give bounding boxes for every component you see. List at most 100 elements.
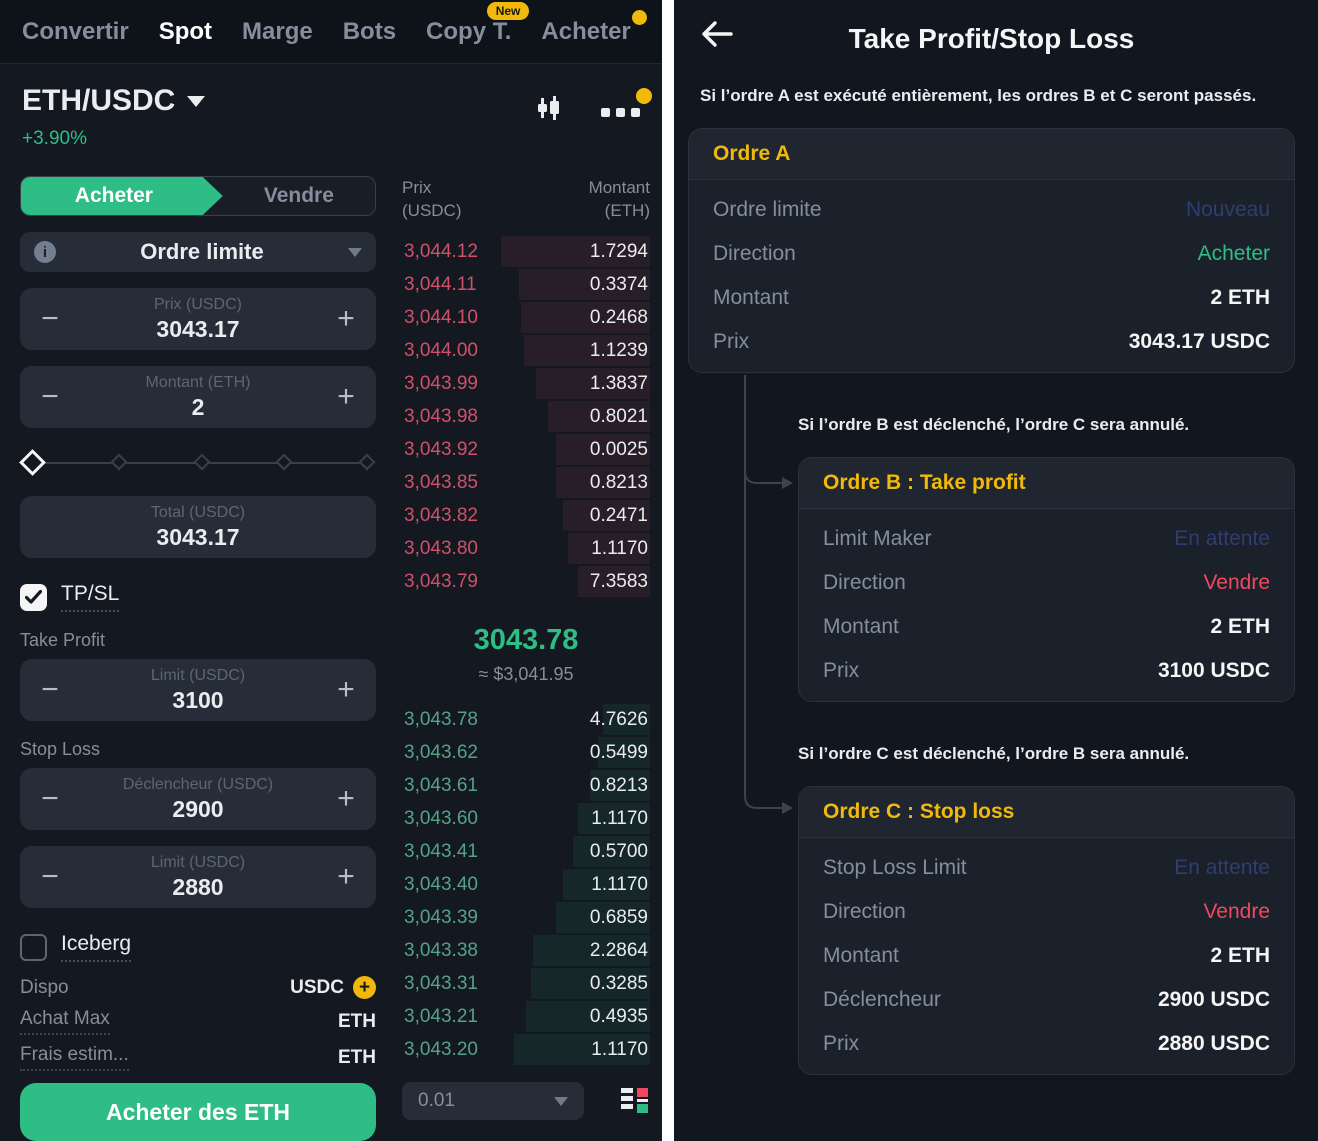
detail-label: Montant <box>823 944 899 967</box>
iceberg-checkbox-row[interactable]: Iceberg <box>20 932 376 962</box>
more-options-icon[interactable] <box>601 88 652 117</box>
orderbook-ask-row[interactable]: 3,043.82 0.2471 <box>402 499 650 532</box>
decrease-tp-limit-button[interactable]: − <box>30 675 70 705</box>
orderbook-ask-row[interactable]: 3,043.80 1.1170 <box>402 532 650 565</box>
max-buy-label[interactable]: Achat Max <box>20 1008 110 1035</box>
nav-item-convertir[interactable]: Convertir <box>22 18 129 46</box>
checkbox-empty-icon[interactable] <box>20 933 47 961</box>
nav-item-marge[interactable]: Marge <box>242 18 313 46</box>
pair-header: ETH/USDC +3.90% <box>0 64 662 150</box>
orderbook-ask-row[interactable]: 3,043.85 0.8213 <box>402 466 650 499</box>
orderbook-ask-row[interactable]: 3,044.12 1.7294 <box>402 235 650 268</box>
nav-item-bots[interactable]: Bots <box>343 18 396 46</box>
oco-note: Si l’ordre C est déclenché, l’ordre B se… <box>798 744 1190 763</box>
slider-tick[interactable] <box>275 453 293 471</box>
order-book-footer: 0.01 <box>402 1082 650 1120</box>
order-price: 3,043.31 <box>404 972 478 994</box>
order-type-select[interactable]: i Ordre limite <box>20 232 376 272</box>
orderbook-bid-row[interactable]: 3,043.38 2.2864 <box>402 934 650 967</box>
increase-price-button[interactable]: + <box>326 304 366 334</box>
depth-bar <box>526 1001 650 1032</box>
take-profit-limit-field[interactable]: − Limit (USDC) 3100 + <box>20 659 376 721</box>
increase-amount-button[interactable]: + <box>326 382 366 412</box>
slider-tick[interactable] <box>110 453 128 471</box>
orderbook-ask-row[interactable]: 3,043.79 7.3583 <box>402 565 650 598</box>
orderbook-bid-row[interactable]: 3,043.60 1.1170 <box>402 802 650 835</box>
orderbook-bid-row[interactable]: 3,043.31 0.3285 <box>402 967 650 1000</box>
buy-submit-button[interactable]: Acheter des ETH <box>20 1083 376 1141</box>
orderbook-bid-row[interactable]: 3,043.78 4.7626 <box>402 703 650 736</box>
orderbook-ask-row[interactable]: 3,043.92 0.0025 <box>402 433 650 466</box>
orderbook-layout-icon[interactable] <box>620 1085 650 1118</box>
orderbook-bid-row[interactable]: 3,043.39 0.6859 <box>402 901 650 934</box>
candlestick-chart-icon[interactable] <box>535 94 563 127</box>
detail-label: Montant <box>823 615 899 638</box>
amount-slider[interactable] <box>19 444 376 480</box>
tick-size-select[interactable]: 0.01 <box>402 1082 584 1120</box>
orderbook-ask-row[interactable]: 3,043.98 0.8021 <box>402 400 650 433</box>
increase-tp-limit-button[interactable]: + <box>326 675 366 705</box>
back-arrow-icon[interactable] <box>700 20 734 51</box>
order-amount: 0.5499 <box>589 741 648 763</box>
increase-sl-trigger-button[interactable]: + <box>326 784 366 814</box>
orderbook-bid-row[interactable]: 3,043.40 1.1170 <box>402 868 650 901</box>
add-funds-icon[interactable]: + <box>353 976 376 999</box>
last-price[interactable]: 3043.78 <box>473 624 579 656</box>
total-field[interactable]: Total (USDC) 3043.17 <box>20 496 376 558</box>
est-fee-label[interactable]: Frais estim... <box>20 1044 129 1071</box>
decrease-sl-trigger-button[interactable]: − <box>30 784 70 814</box>
nav-item-spot[interactable]: Spot <box>159 18 212 46</box>
increase-sl-limit-button[interactable]: + <box>326 862 366 892</box>
detail-value: 2 ETH <box>1210 944 1270 967</box>
stop-loss-limit-field[interactable]: − Limit (USDC) 2880 + <box>20 846 376 908</box>
orderbook-bid-row[interactable]: 3,043.20 1.1170 <box>402 1033 650 1066</box>
nav-item-copy-t[interactable]: Copy T. New <box>426 1 530 46</box>
price-change-badge: +3.90% <box>22 128 87 149</box>
order-detail-row: Direction Vendre <box>823 561 1270 605</box>
orderbook-ask-row[interactable]: 3,043.99 1.3837 <box>402 367 650 400</box>
pair-selector[interactable]: ETH/USDC <box>22 84 206 118</box>
slider-handle[interactable] <box>19 448 46 476</box>
decrease-price-button[interactable]: − <box>30 304 70 334</box>
tpsl-checkbox-row[interactable]: TP/SL <box>20 582 376 612</box>
decrease-sl-limit-button[interactable]: − <box>30 862 70 892</box>
order-price: 3,043.40 <box>404 873 478 895</box>
checkbox-checked-icon[interactable] <box>20 583 47 611</box>
order-amount: 0.8213 <box>589 471 648 493</box>
est-fee-row: Frais estim... ETH <box>20 1044 376 1071</box>
slider-tick[interactable] <box>358 453 376 471</box>
price-field[interactable]: − Prix (USDC) 3043.17 + <box>20 288 376 350</box>
buy-tab[interactable]: Acheter <box>21 177 223 215</box>
oco-cards: Ordre A Ordre limite Nouveau Direction Achet… <box>688 128 1295 1075</box>
stop-loss-trigger-field[interactable]: − Déclencheur (USDC) 2900 + <box>20 768 376 830</box>
total-field-value[interactable]: 3043.17 <box>156 523 240 550</box>
order-book-header: Prix (USDC) Montant (ETH) <box>402 176 650 222</box>
info-icon[interactable]: i <box>34 241 56 263</box>
order-detail-row: Prix 3043.17 USDC <box>713 320 1270 364</box>
order-price: 3,044.11 <box>404 273 477 295</box>
orderbook-ask-row[interactable]: 3,044.10 0.2468 <box>402 301 650 334</box>
orderbook-bid-row[interactable]: 3,043.61 0.8213 <box>402 769 650 802</box>
new-badge: New <box>486 1 530 20</box>
nav-item-acheter[interactable]: Acheter <box>541 9 647 46</box>
orderbook-bid-row[interactable]: 3,043.62 0.5499 <box>402 736 650 769</box>
sell-tab[interactable]: Vendre <box>263 184 334 207</box>
amount-field-label: Montant (ETH) <box>145 373 251 391</box>
slider-tick[interactable] <box>193 453 210 471</box>
orderbook-ask-row[interactable]: 3,044.11 0.3374 <box>402 268 650 301</box>
tp-limit-value[interactable]: 3100 <box>172 686 224 713</box>
order-price: 3,043.99 <box>404 372 478 394</box>
order-price: 3,043.39 <box>404 906 478 928</box>
orderbook-ask-row[interactable]: 3,044.00 1.1239 <box>402 334 650 367</box>
amount-field-value[interactable]: 2 <box>191 393 205 420</box>
price-field-value[interactable]: 3043.17 <box>156 315 240 342</box>
orderbook-bid-row[interactable]: 3,043.21 0.4935 <box>402 1000 650 1033</box>
order-amount: 0.2468 <box>589 306 648 328</box>
sl-limit-value[interactable]: 2880 <box>172 873 224 900</box>
orderbook-bid-row[interactable]: 3,043.41 0.5700 <box>402 835 650 868</box>
decrease-amount-button[interactable]: − <box>30 382 70 412</box>
order-amount: 0.6859 <box>589 906 648 928</box>
detail-label: Prix <box>823 659 860 682</box>
sl-trigger-value[interactable]: 2900 <box>172 795 224 822</box>
amount-field[interactable]: − Montant (ETH) 2 + <box>20 366 376 428</box>
